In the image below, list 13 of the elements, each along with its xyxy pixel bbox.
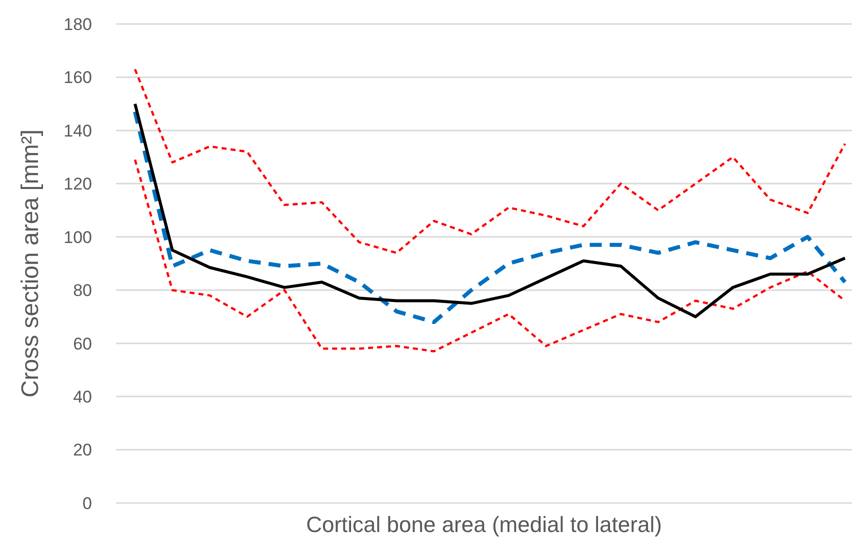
y-tick-label: 80	[73, 281, 92, 300]
y-tick-label: 180	[64, 14, 92, 34]
x-axis-title: Cortical bone area (medial to lateral)	[306, 512, 662, 537]
line-series	[134, 68, 846, 254]
y-axis-title: Cross section area [mm²]	[17, 129, 44, 398]
y-tick-label: 20	[73, 440, 92, 460]
y-tick-label: 100	[64, 228, 92, 247]
y-tick-label: 60	[73, 334, 92, 354]
y-tick-label: 140	[64, 121, 92, 140]
y-tick-label: 160	[64, 68, 92, 88]
y-tick-label: 0	[82, 494, 92, 513]
y-tick-label: 40	[73, 388, 92, 407]
y-tick-label: 120	[64, 174, 92, 194]
